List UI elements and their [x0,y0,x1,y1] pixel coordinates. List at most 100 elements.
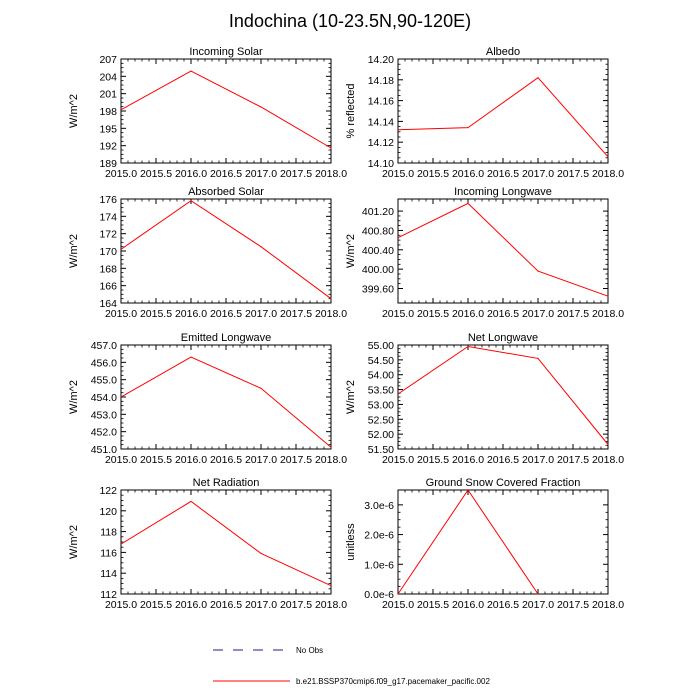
x-tick-label: 2015.0 [105,308,137,320]
data-point [330,446,332,448]
x-tick-label: 2017.0 [245,599,277,611]
data-point [260,387,262,389]
series-line [397,202,609,297]
y-tick-label: 116 [100,547,117,559]
panel-incoming-longwave: Incoming Longwave W/m^2 2015.0 2015.5 2016.0… [345,186,624,320]
y-tick-label: 14.20 [368,54,394,66]
legend-model-label: b.e21.BSSP370cmip6.f09_g17.pacemaker_pac… [296,677,490,686]
series-line [120,200,332,300]
y-tick-label: 400.40 [362,245,394,257]
data-point [537,270,539,272]
y-tick-label: 2.0e-6 [364,530,394,542]
x-tick-label: 2015.5 [140,308,172,320]
panel-title: Albedo [486,46,520,58]
x-tick-label: 2017.0 [522,168,554,180]
series-line [120,70,332,149]
panel-title: Net Radiation [193,477,260,489]
y-tick-label: 52.00 [368,429,394,441]
y-tick-label: 189 [99,158,117,170]
series-line [397,77,609,158]
x-tick-label: 2017.5 [280,308,312,320]
data-point [330,147,332,149]
panel-title: Absorbed Solar [188,186,264,198]
data-point [260,246,262,248]
y-tick-label: 401.20 [362,206,394,218]
y-tick-label: 166 [99,281,117,293]
y-tick-label: 457.0 [91,340,117,352]
y-tick-label: 456.0 [91,357,117,369]
plot-frame [397,58,609,164]
x-tick-label: 2015.5 [417,454,449,466]
x-tick-label: 2016.0 [175,599,207,611]
data-point [330,298,332,300]
panel-net-longwave: Net Longwave W/m^2 2015.0 2015.5 2016.0 2016.… [345,332,624,466]
y-tick-label: 53.50 [368,385,394,397]
x-tick-label: 2016.5 [487,599,519,611]
x-tick-label: 2016.5 [210,308,242,320]
y-tick-label: 454.0 [91,392,117,404]
x-tick-label: 2017.5 [280,454,312,466]
data-point [537,357,539,359]
y-tick-label: 451.0 [91,444,117,456]
y-tick-label: 201 [99,89,117,101]
y-tick-label: 198 [99,106,117,118]
panel-title: Emitted Longwave [181,332,272,344]
data-point [467,345,469,348]
x-tick-label: 2017.0 [245,308,277,320]
x-tick-label: 2017.5 [280,168,312,180]
series-line [397,345,609,445]
y-tick-label: 399.60 [362,283,394,295]
legend-obs-label: No Obs [296,646,323,655]
y-tick-label: 164 [99,298,117,310]
x-tick-label: 2016.5 [210,454,242,466]
series-line [120,500,332,587]
y-tick-label: 207 [99,54,117,66]
panel-albedo: Albedo % reflected 2015.0 2015.5 2016.0 2016.… [345,46,624,180]
x-tick-label: 2015.5 [417,168,449,180]
y-tick-label: 120 [99,506,117,518]
data-point [537,593,539,595]
y-tick-label: 455.0 [91,375,117,387]
y-tick-label: 54.50 [368,355,394,367]
y-tick-label: 114 [100,568,117,580]
x-tick-label: 2015.5 [140,454,172,466]
y-tick-label: 400.00 [362,264,394,276]
data-point [190,500,192,503]
y-tick-label: 168 [99,263,117,275]
legend: No Obs b.e21.BSSP370cmip6.f09_g17.pacema… [213,646,490,686]
x-tick-label: 2018.0 [592,168,624,180]
y-axis-label: W/m^2 [345,380,357,414]
y-tick-label: 170 [99,246,117,258]
y-axis-label: unitless [345,523,357,561]
x-tick-label: 2016.0 [452,599,484,611]
plot-frame [397,198,609,304]
y-tick-label: 0.0e-6 [364,589,394,601]
y-tick-label: 51.50 [368,444,394,456]
data-point [260,106,262,108]
panel-ground-snow-covered-fraction: Ground Snow Covered Fraction unitless 2015… [345,477,624,611]
data-point [190,70,192,72]
data-point [467,127,469,129]
x-tick-label: 2015.0 [382,599,414,611]
data-point [607,156,609,158]
y-tick-label: 53.00 [368,399,394,411]
x-tick-label: 2015.0 [382,168,414,180]
x-tick-label: 2018.0 [315,599,347,611]
data-point [607,443,609,446]
panel-title: Ground Snow Covered Fraction [426,477,581,489]
y-tick-label: 195 [99,123,117,135]
y-tick-label: 55.00 [368,340,394,352]
series-line [120,356,332,448]
panel-net-radiation: Net Radiation W/m^2 2015.0 2015.5 2016.0 2016… [68,477,347,611]
x-tick-label: 2016.5 [487,168,519,180]
y-tick-label: 176 [99,194,117,206]
x-tick-label: 2016.5 [487,454,519,466]
panel-title: Net Longwave [468,332,538,344]
x-tick-label: 2015.5 [140,599,172,611]
x-tick-label: 2016.0 [175,308,207,320]
x-tick-label: 2016.5 [487,308,519,320]
